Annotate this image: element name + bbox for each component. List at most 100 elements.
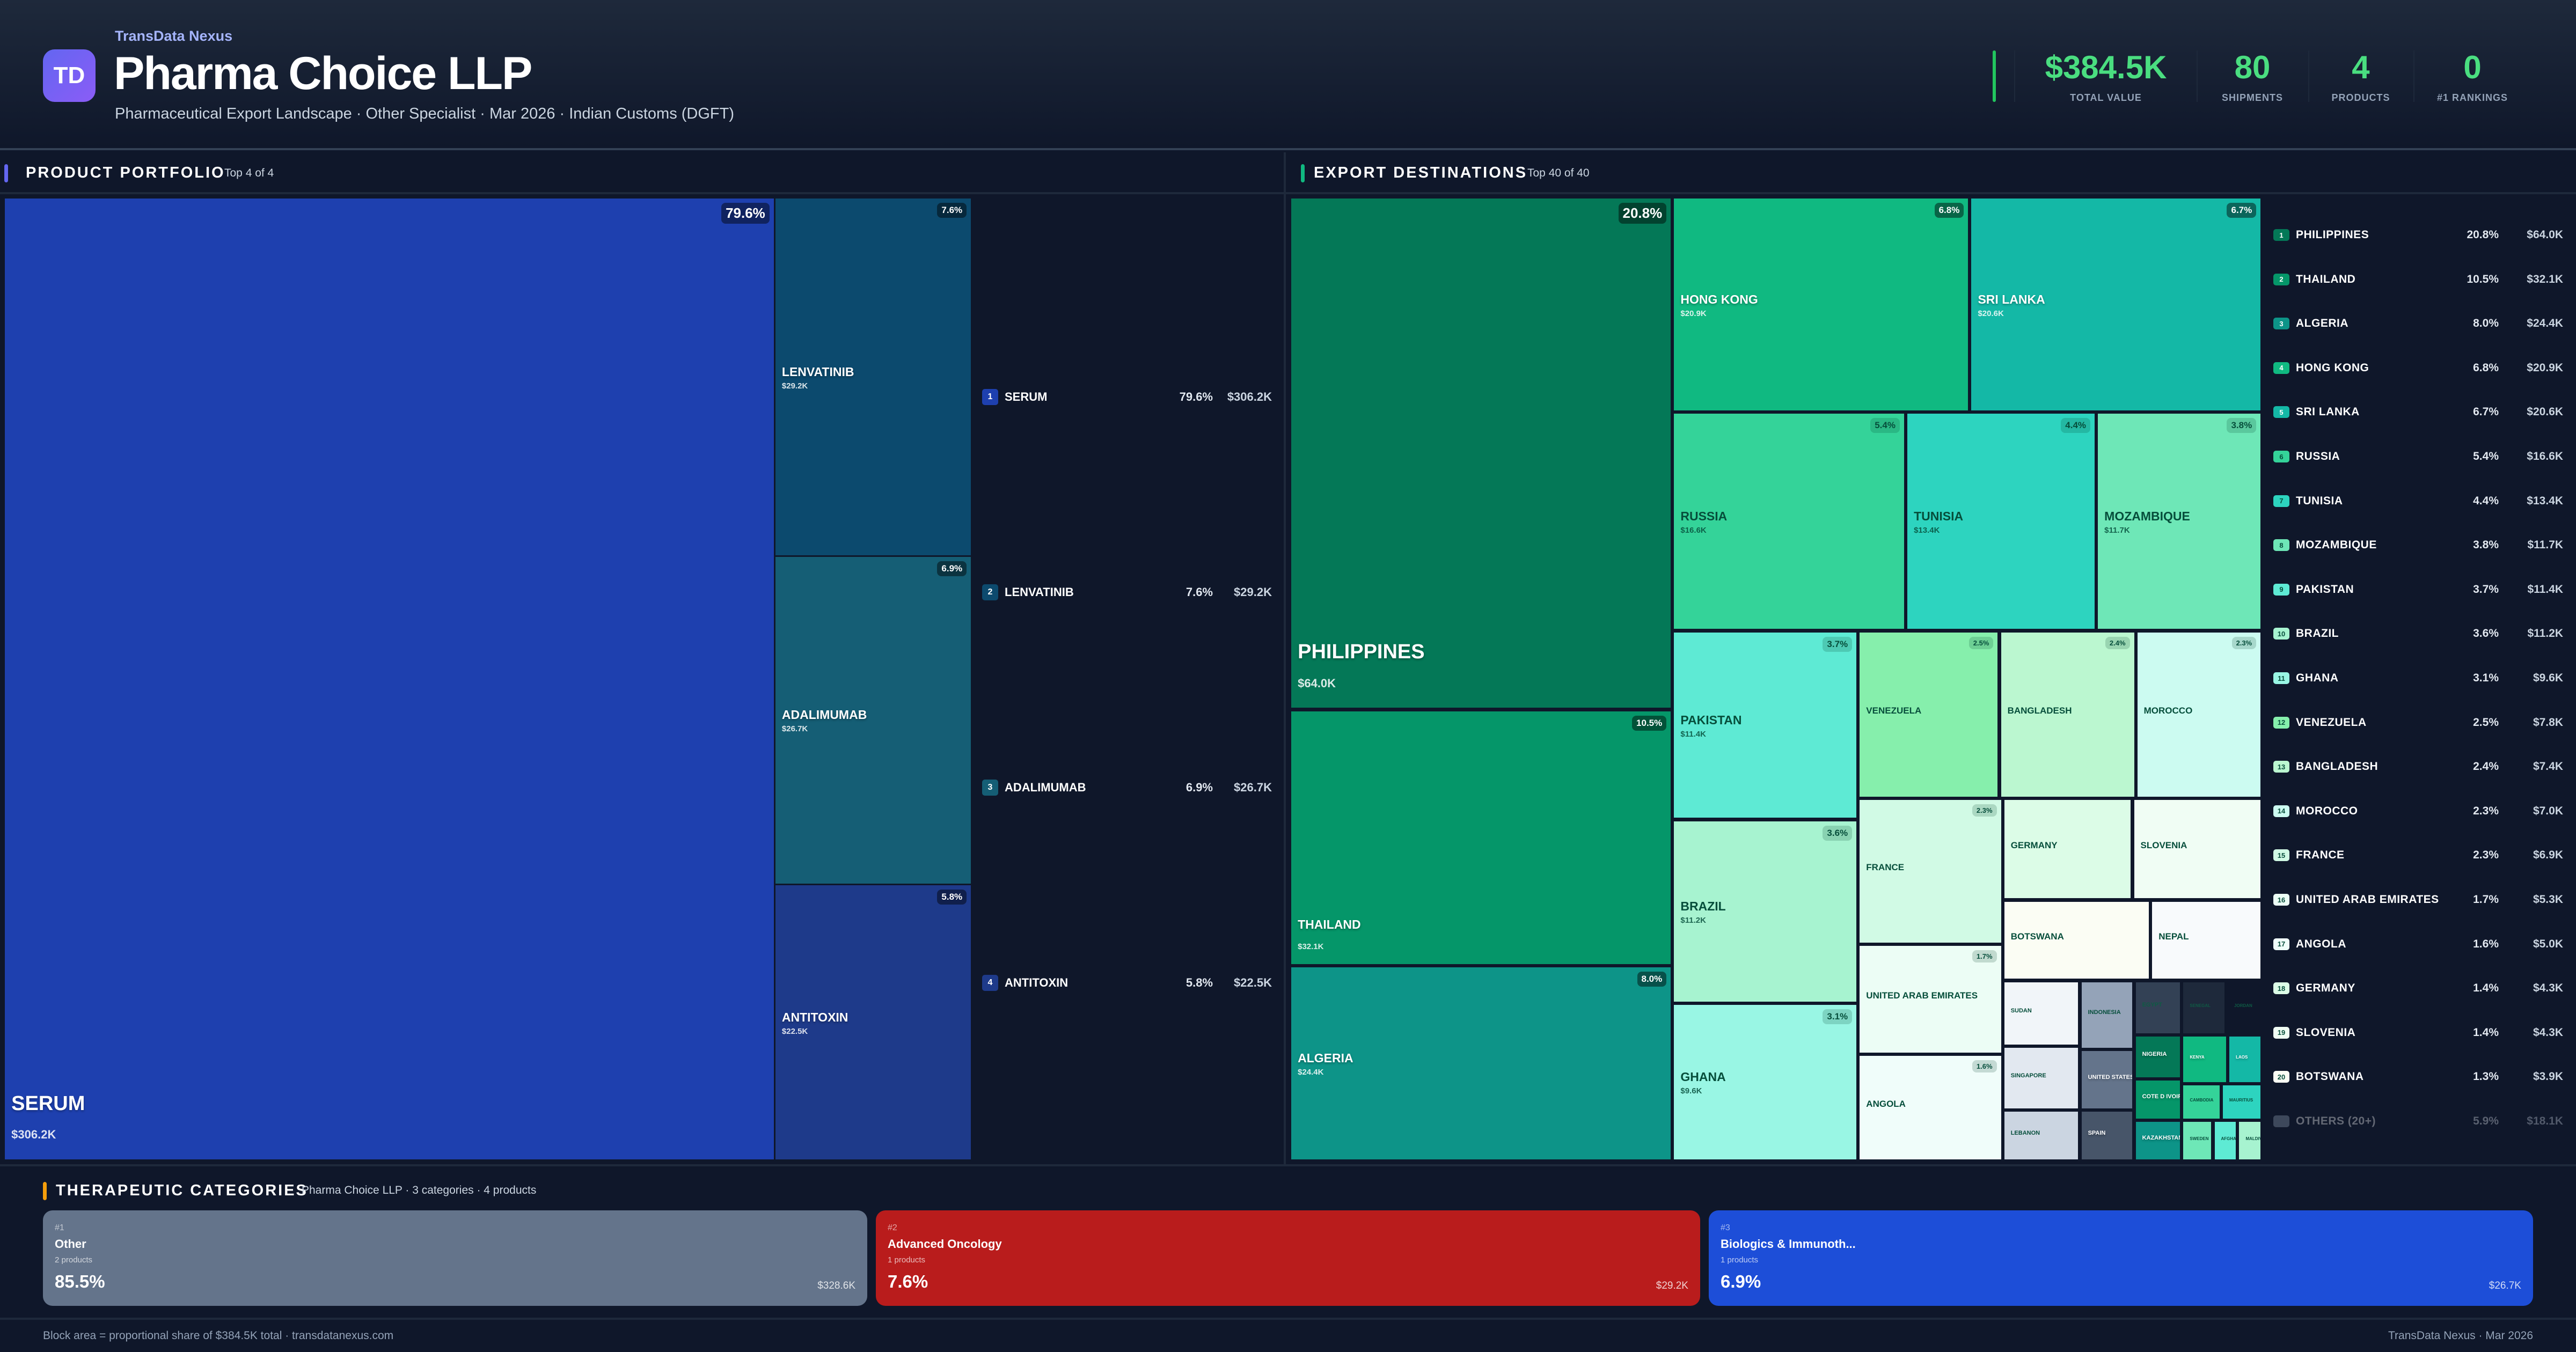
treemap-cell[interactable]: SWEDEN <box>2183 1121 2212 1160</box>
treemap-cell[interactable]: FRANCE 2.3% <box>1860 799 2001 943</box>
treemap-cell[interactable]: GERMANY <box>2004 799 2131 899</box>
destination-list-row[interactable]: 16 UNITED ARAB EMIRATES 1.7% $5.3K <box>2273 889 2563 910</box>
treemap-cell[interactable]: HONG KONG $20.9K 6.8% <box>1674 199 1968 411</box>
treemap-cell[interactable]: SUDAN <box>2004 982 2079 1045</box>
destination-list-row[interactable]: 7 TUNISIA 4.4% $13.4K <box>2273 490 2563 512</box>
destination-name: FRANCE <box>2296 849 2345 862</box>
treemap-cell[interactable]: THAILAND $32.1K 10.5% <box>1291 711 1671 964</box>
treemap-cell[interactable]: GHANA $9.6K 3.1% <box>1674 1005 1857 1160</box>
category-rank: #1 <box>55 1223 64 1232</box>
product-list-row[interactable]: 2 LENVATINIB 7.6% $29.2K <box>982 582 1272 603</box>
product-list-row[interactable]: 4 ANTITOXIN 5.8% $22.5K <box>982 972 1272 994</box>
treemap-cell[interactable]: UNITED STATES <box>2081 1051 2133 1109</box>
kpi-divider <box>2308 50 2309 102</box>
treemap-cell[interactable]: UNITED ARAB EMIRATES 1.7% <box>1860 946 2001 1053</box>
destination-list-row[interactable]: 3 ALGERIA 8.0% $24.4K <box>2273 313 2563 334</box>
destination-list-row[interactable]: 18 GERMANY 1.4% $4.3K <box>2273 978 2563 999</box>
treemap-cell[interactable]: LEBANON <box>2004 1112 2079 1160</box>
cell-name: TUNISIA <box>1914 509 1964 523</box>
treemap-cell[interactable]: MALDIVES <box>2239 1121 2261 1160</box>
destination-list-row[interactable]: 14 MOROCCO 2.3% $7.0K <box>2273 800 2563 822</box>
destination-list-row[interactable]: 6 RUSSIA 5.4% $16.6K <box>2273 446 2563 467</box>
treemap-cell[interactable]: LAOS <box>2229 1036 2261 1083</box>
destination-value: $4.3K <box>2533 1026 2563 1039</box>
product-value: $29.2K <box>1234 585 1272 599</box>
destination-list-row[interactable]: 4 HONG KONG 6.8% $20.9K <box>2273 357 2563 379</box>
category-card[interactable]: #3 Biologics & Immunoth... 1 products 6.9% $… <box>1709 1210 2533 1306</box>
category-share: 85.5% <box>55 1272 105 1291</box>
treemap-cell[interactable]: BOTSWANA <box>2004 901 2149 979</box>
destination-list-row[interactable]: 12 VENEZUELA 2.5% $7.8K <box>2273 712 2563 733</box>
product-list-row[interactable]: 3 ADALIMUMAB 6.9% $26.7K <box>982 777 1272 798</box>
treemap-cell[interactable]: MAURITIUS <box>2222 1085 2261 1119</box>
cell-name: SLOVENIA <box>2140 840 2187 850</box>
cell-name: KAZAKHSTAN <box>2142 1135 2180 1142</box>
cell-name: ANGOLA <box>1866 1098 1906 1109</box>
treemap-cell[interactable]: ANTITOXIN $22.5K 5.8% <box>775 885 971 1160</box>
treemap-cell[interactable]: KENYA <box>2183 1036 2226 1083</box>
treemap-cell[interactable]: AFGHANISTAN <box>2214 1121 2236 1160</box>
treemap-cell[interactable]: RUSSIA $16.6K 5.4% <box>1674 414 1904 629</box>
treemap-cell[interactable]: SRI LANKA $20.6K 6.7% <box>1971 199 2261 411</box>
logo-text: TD <box>53 62 85 89</box>
destination-list-row[interactable]: 1 PHILIPPINES 20.8% $64.0K <box>2273 224 2563 246</box>
treemap-cell[interactable]: KAZAKHSTAN <box>2135 1121 2180 1160</box>
category-card[interactable]: #2 Advanced Oncology 1 products 7.6% $29.2K <box>876 1210 1700 1306</box>
destination-list-row[interactable]: 15 FRANCE 2.3% $6.9K <box>2273 844 2563 866</box>
treemap-cell[interactable]: VENEZUELA 2.5% <box>1860 632 1998 797</box>
treemap-cell[interactable]: MOZAMBIQUE $11.7K 3.8% <box>2098 414 2261 629</box>
destination-value: $4.3K <box>2533 982 2563 995</box>
treemap-cell[interactable]: SINGAPORE <box>2004 1048 2079 1109</box>
destination-list-row[interactable]: 5 SRI LANKA 6.7% $20.6K <box>2273 401 2563 423</box>
cell-share-badge: 2.3% <box>1972 804 1997 817</box>
destination-list-row[interactable]: 11 GHANA 3.1% $9.6K <box>2273 667 2563 689</box>
treemap-cell[interactable]: ANGOLA 1.6% <box>1860 1056 2001 1160</box>
product-list-row[interactable]: 1 SERUM 79.6% $306.2K <box>982 386 1272 408</box>
treemap-cell[interactable]: TUNISIA $13.4K 4.4% <box>1907 414 2095 629</box>
destination-list-row[interactable]: 2 THAILAND 10.5% $32.1K <box>2273 269 2563 290</box>
destination-share: 20.8% <box>2467 229 2499 241</box>
rank-badge: 20 <box>2273 1071 2289 1083</box>
treemap-cell[interactable]: SPAIN <box>2081 1112 2133 1160</box>
kpi-value: 0 <box>2463 49 2482 85</box>
treemap-cell[interactable]: ADALIMUMAB $26.7K 6.9% <box>775 556 971 884</box>
cell-name: HONG KONG <box>1680 292 1758 306</box>
kpi-value: 4 <box>2352 49 2370 85</box>
treemap-cell[interactable]: PAKISTAN $11.4K 3.7% <box>1674 632 1857 818</box>
destination-list-row[interactable]: 10 BRAZIL 3.6% $11.2K <box>2273 623 2563 644</box>
header <box>0 0 2576 150</box>
rank-badge: 13 <box>2273 761 2289 773</box>
category-card[interactable]: #1 Other 2 products 85.5% $328.6K <box>43 1210 867 1306</box>
treemap-cell[interactable]: LENVATINIB $29.2K 7.6% <box>775 199 971 555</box>
destination-list-row[interactable]: 13 BANGLADESH 2.4% $7.4K <box>2273 756 2563 777</box>
treemap-cell[interactable]: BANGLADESH 2.4% <box>2001 632 2134 797</box>
destination-name: BANGLADESH <box>2296 760 2379 773</box>
treemap-cell[interactable]: EGYPT <box>2135 982 2180 1033</box>
treemap-cell[interactable]: SLOVENIA <box>2134 799 2261 899</box>
product-portfolio-title: PRODUCT PORTFOLIO <box>26 164 225 181</box>
treemap-cell[interactable]: ALGERIA $24.4K 8.0% <box>1291 967 1671 1160</box>
kpi-shipments: 80 SHIPMENTS <box>2222 48 2283 104</box>
cell-name: EGYPT <box>2142 1002 2162 1009</box>
treemap-cell[interactable]: NEPAL <box>2152 901 2261 979</box>
destination-others-row[interactable]: OTHERS (20+) 5.9% $18.1K <box>2273 1111 2563 1132</box>
destination-list-row[interactable]: 20 BOTSWANA 1.3% $3.9K <box>2273 1066 2563 1088</box>
treemap-cell[interactable]: SERUM $306.2K 79.6% <box>5 199 774 1160</box>
destination-list-row[interactable]: 9 PAKISTAN 3.7% $11.4K <box>2273 579 2563 600</box>
treemap-cell[interactable]: SENEGAL <box>2183 982 2224 1033</box>
treemap-cell[interactable]: CAMBODIA <box>2183 1085 2220 1119</box>
treemap-cell[interactable]: BRAZIL $11.2K 3.6% <box>1674 821 1857 1002</box>
others-name: OTHERS (20+) <box>2296 1115 2376 1127</box>
treemap-cell[interactable]: NIGERIA <box>2135 1036 2180 1078</box>
destination-list-row[interactable]: 17 ANGOLA 1.6% $5.0K <box>2273 934 2563 955</box>
cell-share-badge: 4.4% <box>2061 418 2091 433</box>
destination-list-row[interactable]: 8 MOZAMBIQUE 3.8% $11.7K <box>2273 534 2563 556</box>
treemap-cell[interactable]: COTE D IVOIRE <box>2135 1081 2180 1119</box>
treemap-cell[interactable]: INDONESIA <box>2081 982 2133 1048</box>
kpi-accent-bar <box>1993 50 1996 102</box>
treemap-cell[interactable]: JORDAN <box>2228 982 2261 1033</box>
treemap-cell[interactable]: PHILIPPINES $64.0K 20.8% <box>1291 199 1671 708</box>
treemap-cell[interactable]: MOROCCO 2.3% <box>2137 632 2261 797</box>
destination-list-row[interactable]: 19 SLOVENIA 1.4% $4.3K <box>2273 1022 2563 1044</box>
rank-badge: 17 <box>2273 938 2289 950</box>
